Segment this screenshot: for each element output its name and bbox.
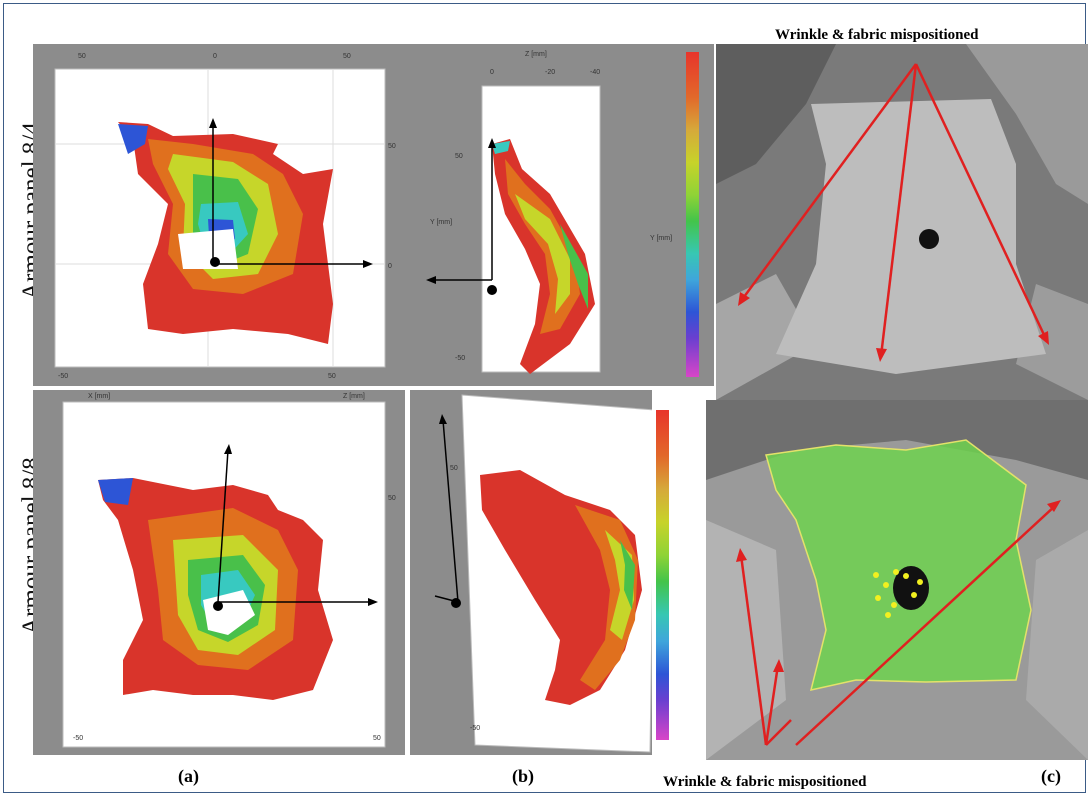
annotation-top: Wrinkle & fabric mispositioned [772, 27, 982, 44]
contour-plot-a-top: 50 0 50 50 0 -50 50 [54, 53, 396, 380]
svg-text:Y [mm]: Y [mm] [430, 219, 452, 226]
dic-speckle-photo-top [716, 44, 1088, 400]
dic-speckle-photo-bottom [706, 400, 1088, 760]
svg-text:-50: -50 [470, 725, 480, 732]
colorbar-icon [682, 44, 714, 386]
svg-text:50: 50 [328, 373, 336, 380]
svg-text:50: 50 [373, 735, 381, 742]
svg-text:0: 0 [490, 69, 494, 76]
svg-text:50: 50 [388, 495, 396, 502]
annotation-bottom: Wrinkle & fabric mispositioned [660, 774, 870, 791]
panel-b-bottom: 50 50 -50 [410, 390, 675, 755]
svg-text:50: 50 [78, 53, 86, 60]
svg-text:50: 50 [450, 465, 458, 472]
svg-text:-50: -50 [455, 355, 465, 362]
contour-plot-a-bottom: X [mm] Z [mm] 50 -50 50 [62, 393, 396, 748]
red-arrow-icon [739, 63, 918, 302]
svg-text:50: 50 [343, 53, 351, 60]
svg-text:0: 0 [213, 53, 217, 60]
svg-text:50: 50 [388, 143, 396, 150]
svg-text:X [mm]: X [mm] [88, 393, 110, 400]
panel-b-top: Z [mm] 0 -20 -40 50 -50 Y [mm] Y [mm] [410, 44, 710, 386]
caption-b: (b) [512, 766, 534, 786]
svg-text:Y [mm]: Y [mm] [650, 235, 672, 242]
caption-c: (c) [1041, 766, 1061, 786]
photo-c-top [716, 44, 1088, 400]
caption-a: (a) [178, 766, 199, 786]
svg-text:50: 50 [455, 153, 463, 160]
panel-a-bottom: X [mm] Z [mm] 50 -50 50 [33, 390, 405, 755]
svg-text:-50: -50 [73, 735, 83, 742]
photo-c-bottom [706, 400, 1088, 760]
svg-text:-50: -50 [58, 373, 68, 380]
contour-plot-b-top: Z [mm] 0 -20 -40 50 -50 Y [mm] Y [mm] [426, 51, 672, 374]
colorbar-bottom [652, 390, 682, 755]
svg-text:-20: -20 [545, 69, 555, 76]
svg-text:0: 0 [388, 263, 392, 270]
svg-text:Z [mm]: Z [mm] [343, 393, 365, 400]
svg-text:Z [mm]: Z [mm] [525, 51, 547, 58]
contour-plot-b-bottom: 50 50 -50 [434, 394, 668, 753]
svg-text:-40: -40 [590, 69, 600, 76]
panel-a-top: 50 0 50 50 0 -50 50 [33, 44, 418, 386]
